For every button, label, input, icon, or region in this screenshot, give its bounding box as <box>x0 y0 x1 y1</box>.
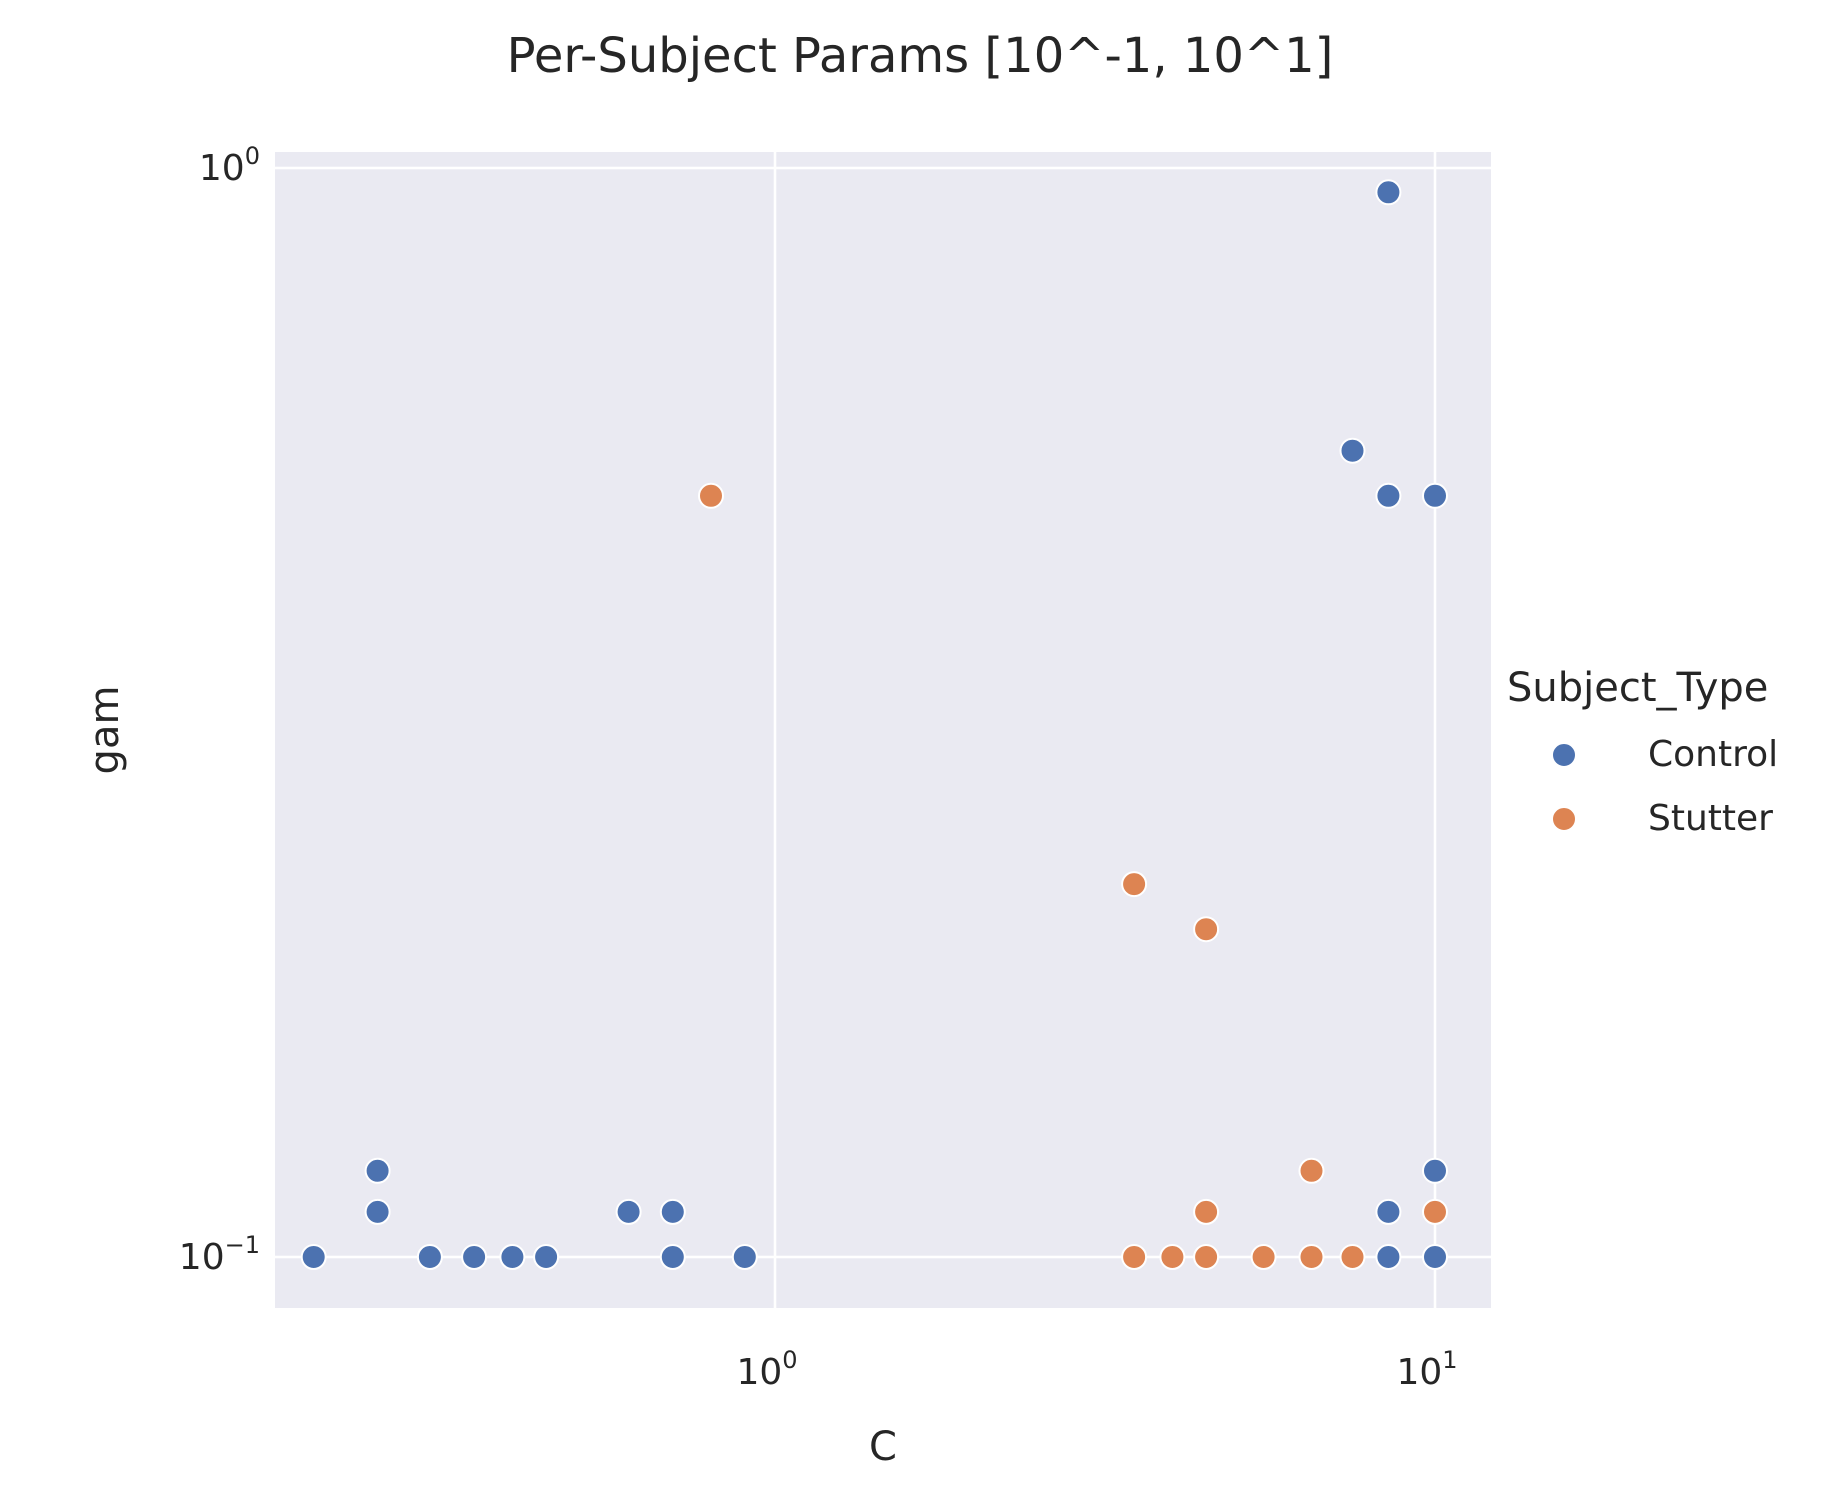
data-point-stutter <box>1121 1244 1148 1270</box>
data-point-control <box>416 1244 443 1270</box>
y-tick-labels: 100 10−1 <box>179 142 260 1278</box>
data-point-stutter <box>1193 1244 1220 1270</box>
legend-label-stutter: Stutter <box>1648 798 1773 839</box>
data-point-control <box>1375 1198 1402 1225</box>
data-point-stutter <box>1193 1198 1220 1225</box>
data-point-control <box>1375 482 1402 509</box>
plot-background <box>275 152 1491 1308</box>
data-point-control <box>364 1198 391 1225</box>
y-tick-label: 100 <box>199 142 260 189</box>
legend-title: Subject_Type <box>1507 665 1768 711</box>
data-point-stutter <box>1339 1244 1366 1270</box>
chart-title: Per-Subject Params [10^-1, 10^1] <box>507 28 1334 84</box>
data-point-control <box>499 1244 526 1270</box>
data-point-stutter <box>698 482 724 509</box>
legend-marker-stutter <box>1551 806 1577 832</box>
data-point-control <box>364 1157 391 1184</box>
data-points <box>300 179 1448 1270</box>
data-point-control <box>300 1244 327 1270</box>
data-point-control <box>659 1244 686 1270</box>
data-point-stutter <box>1121 871 1148 898</box>
x-tick-label: 101 <box>1396 1346 1457 1393</box>
legend: Subject_Type Control Stutter <box>1507 665 1778 839</box>
data-point-control <box>1422 1244 1448 1270</box>
x-axis-label: C <box>869 1424 897 1470</box>
data-point-stutter <box>1422 1198 1448 1225</box>
data-point-control <box>533 1244 560 1270</box>
data-point-control <box>615 1198 642 1225</box>
data-point-control <box>1422 482 1448 509</box>
x-tick-labels: 100 101 <box>736 1346 1457 1393</box>
data-point-stutter <box>1298 1157 1325 1184</box>
legend-label-control: Control <box>1648 734 1778 775</box>
legend-marker-control <box>1551 742 1577 768</box>
data-point-control <box>731 1244 758 1270</box>
y-axis-label: gam <box>82 686 128 775</box>
data-point-stutter <box>1193 916 1220 943</box>
data-point-control <box>1375 1244 1402 1270</box>
data-point-control <box>659 1198 686 1225</box>
x-tick-label: 100 <box>736 1346 797 1393</box>
data-point-stutter <box>1159 1244 1186 1270</box>
data-point-stutter <box>1298 1244 1325 1270</box>
data-point-control <box>461 1244 488 1270</box>
data-point-control <box>1422 1157 1448 1184</box>
data-point-control <box>1339 437 1366 464</box>
data-point-control <box>1375 179 1402 206</box>
y-tick-label: 10−1 <box>179 1231 260 1278</box>
data-point-stutter <box>1250 1244 1277 1270</box>
